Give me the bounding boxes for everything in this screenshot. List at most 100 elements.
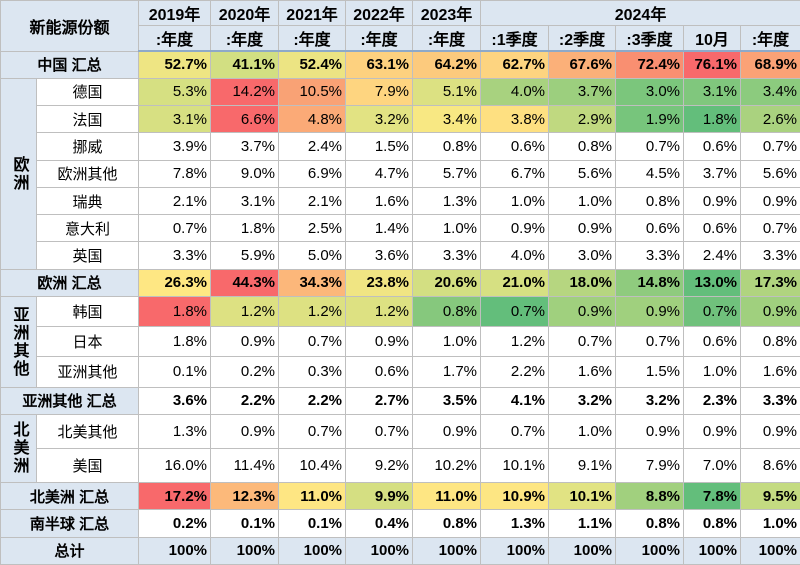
value-cell: 0.7% xyxy=(548,326,617,358)
value-cell: 0.9% xyxy=(683,186,742,216)
total-row: 中国 汇总 52.7% 41.1% 52.4% 63.1% 64.2% 62.7% 67.6%… xyxy=(0,50,800,79)
row-label: 瑞典 xyxy=(35,186,140,216)
value-cell: 3.4% xyxy=(740,77,800,107)
value-cell: 4.5% xyxy=(615,159,685,188)
value-cell: 9.2% xyxy=(345,447,414,484)
period-header: :年度 xyxy=(278,25,347,52)
value-cell: 14.8% xyxy=(615,268,685,298)
value-cell: 100% xyxy=(345,536,414,565)
value-cell: 1.2% xyxy=(210,296,280,328)
value-cell: 62.7% xyxy=(480,50,550,79)
value-cell: 0.8% xyxy=(412,296,482,328)
row-label: 挪威 xyxy=(35,132,140,161)
value-cell: 0.2% xyxy=(138,509,212,538)
value-cell: 5.9% xyxy=(210,241,280,270)
value-cell: 1.0% xyxy=(412,214,482,243)
value-cell: 1.0% xyxy=(548,186,617,216)
value-cell: 3.7% xyxy=(683,159,742,188)
value-cell: 68.9% xyxy=(740,50,800,79)
value-cell: 2.1% xyxy=(138,186,212,216)
value-cell: 10.1% xyxy=(480,447,550,484)
value-cell: 8.6% xyxy=(740,447,800,484)
data-row: 北美洲 北美其他 1.3% 0.9% 0.7% 0.7% 0.9% 0.7% 1.0% 0.9% 0… xyxy=(0,413,800,484)
data-row: 瑞典 2.1% 3.1% 2.1% 1.6% 1.3% 1.0% 1.0% 0.8% 0.9% 0.… xyxy=(1,186,800,216)
value-cell: 0.9% xyxy=(615,296,685,328)
value-cell: 6.7% xyxy=(480,159,550,188)
value-cell: 3.3% xyxy=(615,241,685,270)
value-cell: 0.9% xyxy=(548,214,617,243)
value-cell: 9.0% xyxy=(210,159,280,188)
year-header: 2024年 xyxy=(480,0,800,26)
value-cell: 1.6% xyxy=(345,186,414,216)
value-cell: 0.7% xyxy=(278,326,347,358)
value-cell: 44.3% xyxy=(210,268,280,298)
value-cell: 5.6% xyxy=(548,159,617,188)
value-cell: 17.2% xyxy=(138,482,212,511)
value-cell: 1.3% xyxy=(412,186,482,216)
data-row: 亚洲其他 0.1% 0.2% 0.3% 0.6% 1.7% 2.2% 1.6% 1.5% 1.0%… xyxy=(1,356,800,388)
row-label: 日本 xyxy=(35,326,140,358)
value-cell: 11.0% xyxy=(278,482,347,511)
value-cell: 0.8% xyxy=(412,509,482,538)
value-cell: 1.0% xyxy=(412,326,482,358)
value-cell: 1.1% xyxy=(548,509,617,538)
value-cell: 11.0% xyxy=(412,482,482,511)
value-cell: 0.6% xyxy=(615,214,685,243)
value-cell: 23.8% xyxy=(345,268,414,298)
row-label: 英国 xyxy=(35,241,140,270)
row-label: 德国 xyxy=(35,77,140,107)
row-label: 欧洲其他 xyxy=(35,159,140,188)
value-cell: 3.8% xyxy=(480,105,550,134)
value-cell: 2.4% xyxy=(278,132,347,161)
value-cell: 100% xyxy=(615,536,685,565)
group-label: 欧洲 xyxy=(0,77,37,270)
value-cell: 16.0% xyxy=(138,447,212,484)
value-cell: 0.9% xyxy=(210,413,280,449)
period-header: :2季度 xyxy=(548,25,617,52)
value-cell: 3.5% xyxy=(412,386,482,415)
value-cell: 2.2% xyxy=(480,356,550,388)
total-label: 总计 xyxy=(0,536,140,565)
value-cell: 76.1% xyxy=(683,50,742,79)
value-cell: 64.2% xyxy=(412,50,482,79)
value-cell: 0.4% xyxy=(345,509,414,538)
year-header: 2021年 xyxy=(278,0,347,26)
value-cell: 100% xyxy=(278,536,347,565)
value-cell: 6.9% xyxy=(278,159,347,188)
value-cell: 1.8% xyxy=(138,326,212,358)
value-cell: 0.9% xyxy=(345,326,414,358)
value-cell: 3.4% xyxy=(412,105,482,134)
value-cell: 0.9% xyxy=(740,296,800,328)
value-cell: 17.3% xyxy=(740,268,800,298)
value-cell: 9.5% xyxy=(740,482,800,511)
data-row: 欧洲 德国 5.3% 14.2% 10.5% 7.9% 5.1% 4.0% 3.7% 3.0% 3.… xyxy=(0,77,800,270)
value-cell: 3.1% xyxy=(210,186,280,216)
value-cell: 0.6% xyxy=(683,214,742,243)
value-cell: 13.0% xyxy=(683,268,742,298)
value-cell: 3.7% xyxy=(210,132,280,161)
value-cell: 9.9% xyxy=(345,482,414,511)
row-label: 北美其他 xyxy=(35,413,140,449)
row-label: 韩国 xyxy=(35,296,140,328)
data-row: 日本 1.8% 0.9% 0.7% 0.9% 1.0% 1.2% 0.7% 0.7% 0.6% 0.… xyxy=(1,326,800,358)
value-cell: 1.2% xyxy=(278,296,347,328)
value-cell: 1.2% xyxy=(480,326,550,358)
value-cell: 21.0% xyxy=(480,268,550,298)
value-cell: 1.3% xyxy=(138,413,212,449)
value-cell: 100% xyxy=(412,536,482,565)
value-cell: 7.8% xyxy=(138,159,212,188)
value-cell: 1.9% xyxy=(615,105,685,134)
value-cell: 100% xyxy=(740,536,800,565)
value-cell: 4.8% xyxy=(278,105,347,134)
row-label: 法国 xyxy=(35,105,140,134)
value-cell: 0.9% xyxy=(740,186,800,216)
value-cell: 0.7% xyxy=(740,132,800,161)
value-cell: 2.9% xyxy=(548,105,617,134)
value-cell: 2.1% xyxy=(278,186,347,216)
value-cell: 0.9% xyxy=(210,326,280,358)
year-header: 2023年 xyxy=(412,0,482,26)
total-row: 南半球 汇总 0.2% 0.1% 0.1% 0.4% 0.8% 1.3% 1.1% 0.8% 0.… xyxy=(0,509,800,538)
value-cell: 10.2% xyxy=(412,447,482,484)
value-cell: 100% xyxy=(480,536,550,565)
value-cell: 1.0% xyxy=(683,356,742,388)
